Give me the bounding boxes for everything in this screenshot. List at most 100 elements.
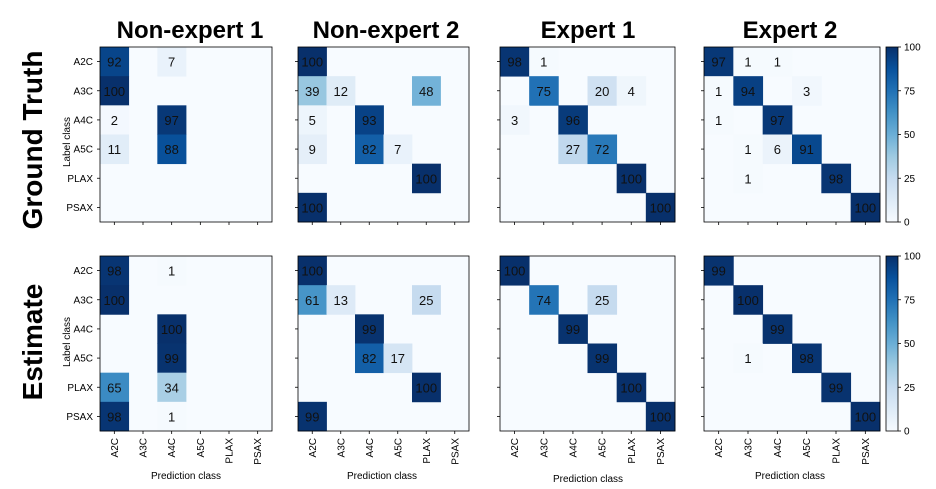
heatmap-frame	[703, 46, 881, 223]
panel-estimate-expert-2: 99 100 99 1 98 99 100 A2C A3C A4C A5C PLAX PSAX	[701, 255, 881, 465]
cell-value-label: 100	[301, 200, 323, 215]
cell-value-label: 1	[774, 55, 781, 70]
x-tick-label-a3c: A3C	[336, 438, 347, 457]
cell-value-label: 98	[829, 171, 843, 186]
x-tick-label-plax: PLAX	[627, 438, 638, 464]
heatmap-cell	[587, 343, 618, 374]
heatmap-cell	[821, 372, 852, 403]
colorbar-tick-label: 100	[904, 252, 921, 263]
cell-value-label: 93	[362, 113, 376, 128]
x-tick-label-plax: PLAX	[225, 438, 236, 464]
column-title-non-expert-1: Non-expert 1	[117, 17, 264, 44]
heatmap-cell	[157, 134, 187, 165]
cell-value-label: 97	[164, 113, 178, 128]
x-axis-label-2: Prediction class	[347, 471, 417, 482]
heatmap-cell	[298, 192, 327, 223]
heatmap-cell	[645, 192, 676, 223]
x-tick-label-plax: PLAX	[422, 438, 433, 464]
heatmap-cell	[821, 163, 852, 194]
heatmap-cell	[298, 401, 327, 432]
heatmap-frame	[499, 255, 676, 432]
x-tick-label-a2c: A2C	[714, 438, 725, 457]
cell-value-label: 1	[744, 55, 751, 70]
cell-value-label: 1	[715, 113, 722, 128]
heatmap-cell	[157, 401, 187, 432]
colorbar-tick-label: 25	[904, 383, 916, 394]
heatmap-cell	[733, 343, 764, 374]
heatmap-cell	[529, 285, 559, 315]
cell-value-label: 100	[620, 380, 642, 395]
cell-value-label: 100	[301, 264, 323, 279]
y-tick-label-a5c: A5C	[74, 145, 93, 156]
x-tick-label-plax: PLAX	[832, 438, 843, 464]
heatmap-cell	[645, 401, 676, 432]
y-axis-label-top: Label class	[62, 117, 73, 167]
heatmap-cell	[587, 76, 618, 106]
x-tick-label-psax: PSAX	[253, 438, 264, 465]
heatmap-cell	[157, 314, 187, 344]
heatmap-cell	[558, 105, 588, 135]
cell-value-label: 91	[799, 142, 813, 157]
y-tick-label-a3c: A3C	[74, 86, 93, 97]
y-axis-label-bottom: Label class	[62, 317, 73, 367]
heatmap-cell	[587, 134, 618, 165]
heatmap-cell	[355, 314, 384, 344]
column-title-non-expert-2: Non-expert 2	[313, 17, 460, 44]
heatmap-cell	[100, 256, 130, 286]
heatmap-cell	[762, 314, 793, 344]
cell-value-label: 100	[301, 55, 323, 70]
column-title-expert-1: Expert 1	[541, 17, 636, 44]
heatmap-cell	[733, 163, 764, 194]
colorbar-tick-label: 100	[904, 43, 921, 54]
x-tick-label-a4c: A4C	[167, 438, 178, 457]
y-tick-label-plax: PLAX	[67, 174, 93, 185]
x-axis-label-1: Prediction class	[151, 471, 221, 482]
heatmap-frame	[499, 46, 676, 223]
cell-value-label: 7	[394, 142, 401, 157]
heatmap-cell	[704, 256, 734, 286]
cell-value-label: 1	[715, 84, 722, 99]
y-tick-label-a5c: A5C	[74, 354, 93, 365]
heatmap-cell	[298, 285, 327, 315]
cell-value-label: 12	[334, 84, 348, 99]
cell-value-label: 99	[770, 322, 784, 337]
panel-ground-truth-non-expert-1: 92 7 100 2 97 11 88 A2C A3C A4C A5C PLAX PSAX	[66, 46, 273, 225]
cell-value-label: 9	[309, 142, 316, 157]
cell-value-label: 2	[111, 113, 118, 128]
panel-ground-truth-expert-1: 98 1 75 20 4 3 96 27 72 100 100	[497, 46, 676, 225]
row-title-estimate: Estimate	[17, 284, 48, 401]
cell-value-label: 100	[415, 171, 437, 186]
x-axis-label-3: Prediction class	[553, 474, 623, 485]
y-tick-label-a4c: A4C	[74, 324, 93, 335]
heatmap-cell	[298, 76, 327, 106]
cell-value-label: 20	[595, 84, 609, 99]
heatmap-cell	[733, 134, 764, 165]
cell-value-label: 100	[103, 84, 125, 99]
heatmap-cell	[412, 76, 441, 106]
cell-value-label: 100	[415, 380, 437, 395]
colorbar-bottom: 0 25 50 75 100	[885, 252, 921, 438]
cell-value-label: 74	[537, 293, 551, 308]
heatmap-cell	[587, 285, 618, 315]
row-title-ground-truth: Ground Truth	[17, 51, 48, 230]
x-tick-label-a4c: A4C	[365, 438, 376, 457]
cell-value-label: 100	[161, 322, 183, 337]
cell-value-label: 25	[595, 293, 609, 308]
cell-value-label: 100	[650, 409, 672, 424]
colorbar-top: 0 25 50 75 100	[885, 43, 921, 229]
heatmap-cell	[298, 256, 327, 286]
heatmap-cell	[100, 47, 130, 77]
heatmap-frame	[297, 255, 470, 432]
panel-estimate-non-expert-1: 98 1 100 100 99 65 34 98 1 A2C A3C A4C A5C PLAX PSAX A2…	[66, 255, 273, 465]
panel-estimate-non-expert-2: 100 61 13 25 99 82 17 100 99 A2C A3C A4C A5C PLAX PSAX	[295, 255, 470, 465]
cell-value-label: 82	[362, 142, 376, 157]
heatmap-cell	[762, 134, 793, 165]
colorbar-tick-label: 75	[904, 86, 916, 97]
cell-value-label: 97	[711, 55, 725, 70]
panel-ground-truth-expert-2: 97 1 1 1 94 3 1 97 1 6 91 1 98 100	[701, 46, 881, 225]
heatmap-cell	[326, 76, 356, 106]
heatmap-cell	[616, 76, 647, 106]
cell-value-label: 65	[107, 380, 121, 395]
